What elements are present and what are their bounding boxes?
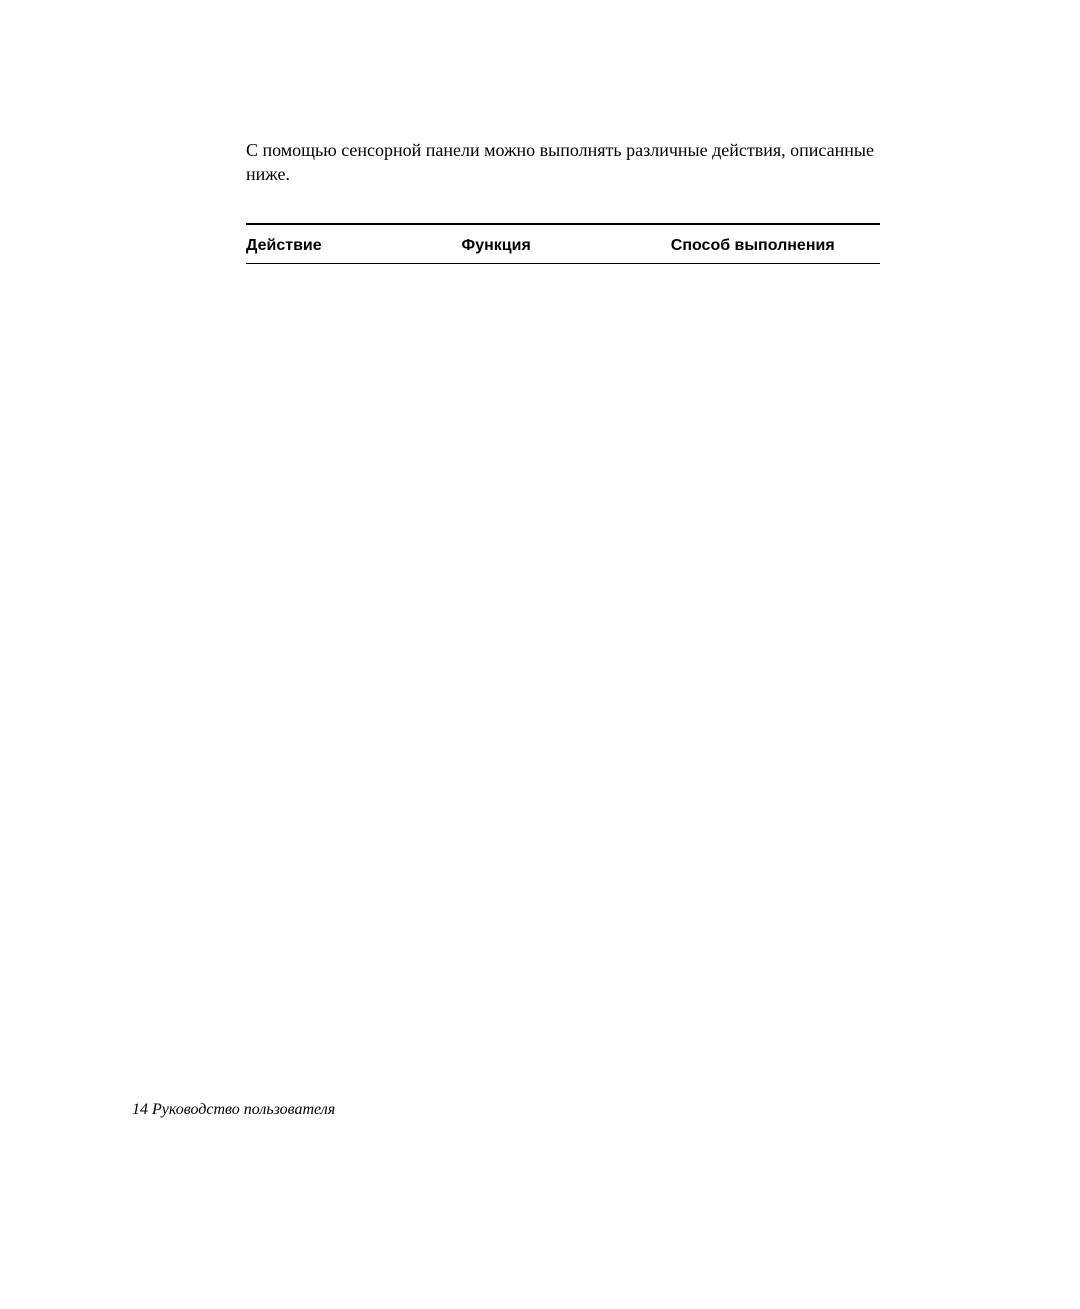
page-footer: 14 Руководство пользователя: [132, 1101, 335, 1119]
table-header-row: Действие Функция Способ выполнения: [246, 231, 880, 264]
intro-paragraph: С помощью сенсорной панели можно выполня…: [246, 138, 880, 187]
header-action: Действие: [246, 231, 462, 264]
document-page: С помощью сенсорной панели можно выполня…: [0, 0, 1080, 1309]
header-method: Способ выполнения: [671, 231, 880, 264]
header-function: Функция: [462, 231, 671, 264]
touchpad-actions-table: Действие Функция Способ выполнения: [246, 231, 880, 264]
table-top-rule: [246, 223, 880, 225]
